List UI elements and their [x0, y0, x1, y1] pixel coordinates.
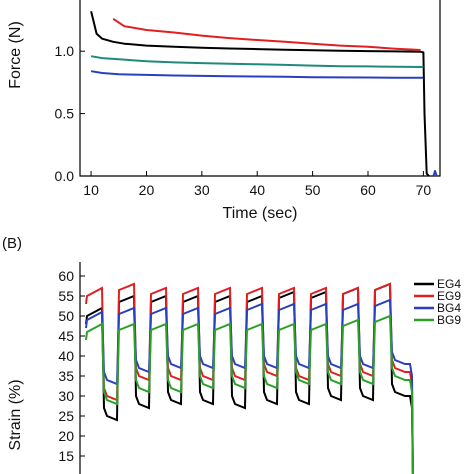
panel-a-series — [90, 11, 438, 177]
panel-b-y-ticks: 15 20 25 30 35 40 45 50 55 60 — [58, 268, 85, 464]
panel-b: (B) 15 20 25 30 35 40 45 50 55 60 Strain (%) EG4E… — [2, 235, 461, 474]
panel-b-y-tick-label: 25 — [58, 408, 74, 424]
panel-a: 0.0 0.5 1.0 10 20 30 40 50 60 70 Time (sec) Forc… — [7, 0, 441, 222]
panel-b-series-line-bg9 — [85, 314, 414, 474]
panel-a-y-tick-label: 1.0 — [55, 43, 75, 59]
panel-b-y-axis-label: Strain (%) — [7, 379, 24, 450]
panel-a-x-tick-label: 50 — [305, 182, 321, 198]
panel-a-x-tick-label: 20 — [139, 182, 155, 198]
panel-a-x-tick-label: 30 — [194, 182, 210, 198]
panel-b-y-tick-label: 45 — [58, 328, 74, 344]
legend-label-bg4: BG4 — [437, 301, 461, 315]
panel-a-series-line-3 — [90, 70, 424, 79]
panel-a-series-line-4 — [432, 170, 438, 177]
panel-b-y-tick-label: 55 — [58, 288, 74, 304]
panel-b-y-tick-label: 40 — [58, 348, 74, 364]
panel-a-series-line-1 — [112, 17, 421, 51]
panel-b-label: (B) — [2, 235, 22, 252]
panel-a-x-tick-label: 60 — [360, 182, 376, 198]
panel-b-y-tick-label: 30 — [58, 388, 74, 404]
panel-a-x-tick-label: 40 — [249, 182, 265, 198]
panel-a-y-tick-label: 0.5 — [55, 106, 75, 122]
panel-a-y-tick-label: 0.0 — [55, 168, 75, 184]
legend-label-eg4: EG4 — [437, 277, 461, 291]
panel-a-x-tick-label: 70 — [416, 182, 432, 198]
panel-a-x-ticks: 10 20 30 40 50 60 70 — [83, 171, 431, 198]
panel-a-series-line-2 — [90, 55, 424, 68]
legend-label-eg9: EG9 — [437, 289, 461, 303]
panel-a-y-ticks: 0.0 0.5 1.0 — [55, 43, 85, 184]
panel-b-y-tick-label: 50 — [58, 308, 74, 324]
panel-a-x-axis-label: Time (sec) — [223, 205, 298, 222]
panel-a-x-tick-label: 10 — [83, 182, 99, 198]
panel-b-series — [85, 282, 414, 474]
panel-b-y-tick-label: 20 — [58, 428, 74, 444]
panel-b-series-line-bg4 — [85, 298, 414, 474]
panel-a-frame — [79, 0, 441, 177]
panel-a-y-axis-label: Force (N) — [7, 21, 24, 89]
panel-b-series-line-eg9 — [85, 282, 414, 474]
panel-a-series-line-0 — [90, 11, 430, 177]
legend-label-bg9: BG9 — [437, 313, 461, 327]
panel-b-y-tick-label: 60 — [58, 268, 74, 284]
panel-b-series-line-eg4 — [85, 282, 414, 474]
panel-b-y-tick-label: 15 — [58, 448, 74, 464]
panel-b-y-tick-label: 35 — [58, 368, 74, 384]
